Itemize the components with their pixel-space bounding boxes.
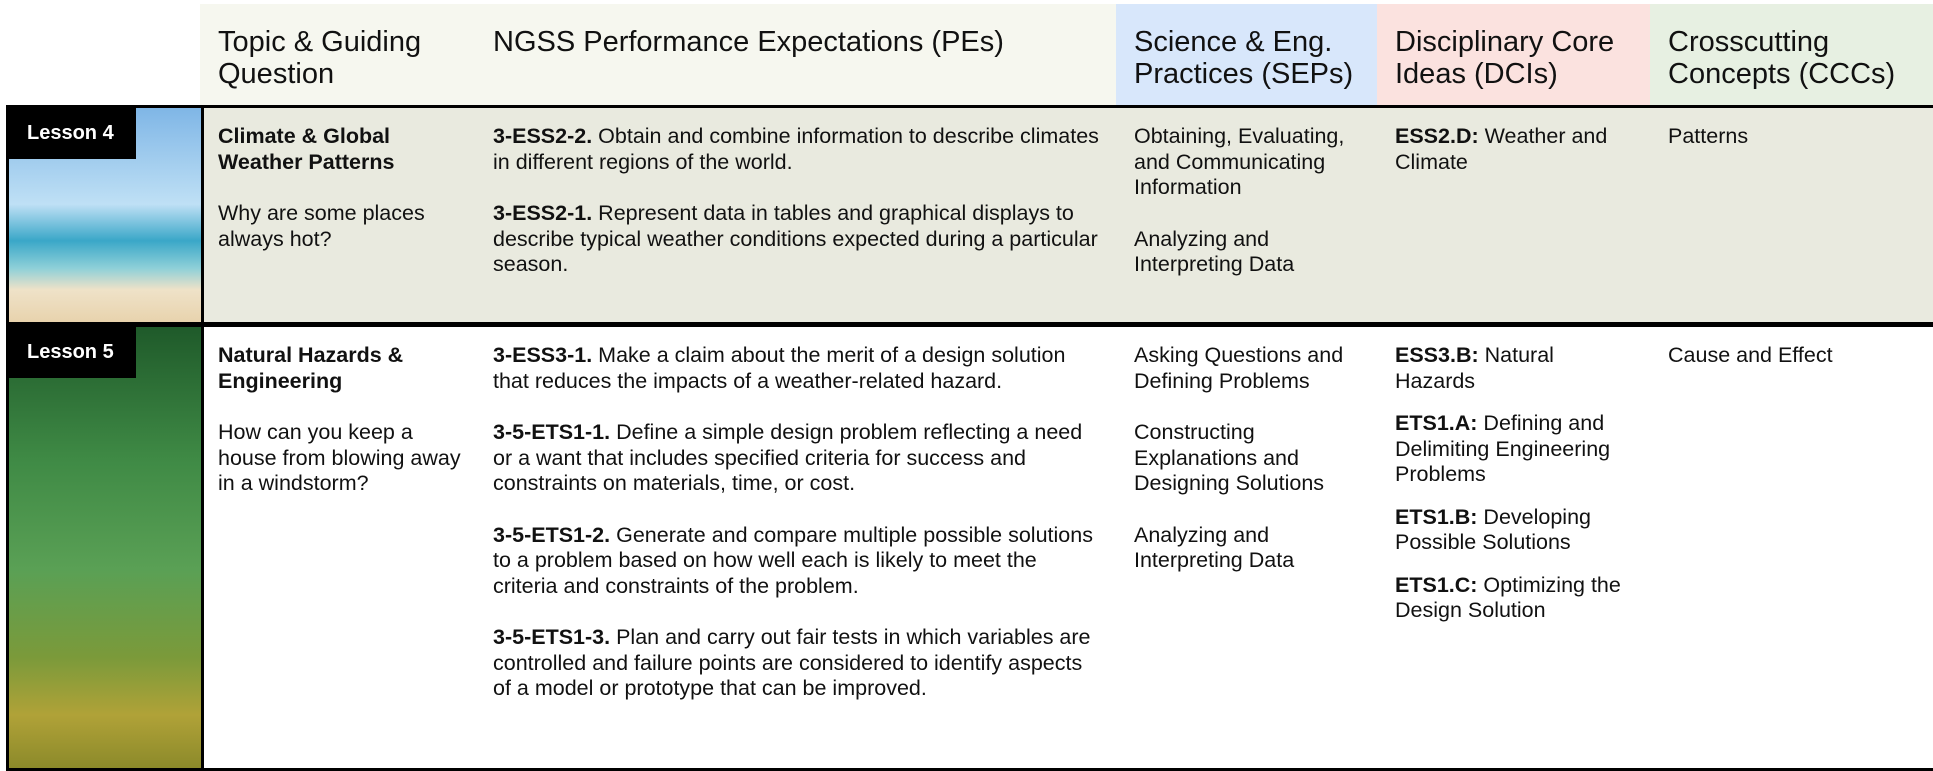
cell: ESS2.D: Weather and Climate (1377, 108, 1650, 322)
header-cell: NGSS Performance Expectations (PEs) (475, 4, 1116, 105)
text: Defining and Delimiting Engineering Prob… (1395, 411, 1611, 486)
cell: 3-ESS2-2. Obtain and combine information… (475, 108, 1116, 322)
code: 3-ESS2-1. (493, 201, 593, 225)
topic-title: Climate & Global Weather Patterns (218, 124, 395, 174)
lesson-image: Lesson 4 (9, 108, 204, 322)
crosscutting-concept: Patterns (1668, 124, 1749, 148)
practice: Analyzing and Interpreting Data (1134, 226, 1295, 277)
text: Obtain and combine information to descri… (493, 124, 1099, 174)
cell: ESS3.B: Natural Hazards ETS1.A: Defining … (1377, 327, 1650, 768)
code: 3-ESS3-1. (493, 343, 593, 367)
text: Weather and Climate (1395, 124, 1608, 174)
core-idea: ETS1.A: Defining and Delimiting Engineer… (1395, 411, 1636, 488)
lesson-image: Lesson 5 (9, 327, 204, 768)
performance-expectation: 3-5-ETS1-1. Define a simple design probl… (493, 420, 1102, 497)
core-idea: ETS1.C: Optimizing the Design Solution (1395, 573, 1636, 624)
practice: Obtaining, Evaluating, and Communicating… (1134, 124, 1345, 199)
cell: 3-ESS3-1. Make a claim about the merit o… (475, 327, 1116, 768)
code: ESS3.B: (1395, 343, 1479, 367)
code: 3-5-ETS1-1. (493, 420, 611, 444)
performance-expectation: 3-ESS2-1. Represent data in tables and g… (493, 201, 1102, 278)
code: ESS2.D: (1395, 124, 1479, 148)
crosscutting-concept: Cause and Effect (1668, 343, 1833, 367)
text: Plan and carry out fair tests in which v… (493, 625, 1091, 700)
topic-title: Natural Hazards & Engineering (218, 343, 404, 393)
header-cell: Disciplinary Core Ideas (DCIs) (1377, 4, 1650, 105)
lesson-row: Lesson 4 Climate & Global Weather Pattern… (6, 105, 1933, 325)
guiding-question: Why are some places always hot? (218, 201, 425, 251)
core-idea: ESS2.D: Weather and Climate (1395, 124, 1636, 175)
cell: Climate & Global Weather Patterns Why are… (200, 108, 475, 322)
guiding-question: How can you keep a house from blowing aw… (218, 420, 461, 495)
practice: Asking Questions and Defining Problems (1134, 343, 1344, 393)
text: Natural Hazards (1395, 343, 1554, 393)
text: Define a simple design problem reflectin… (493, 420, 1083, 495)
practice: Constructing Explanations and Designing … (1134, 420, 1325, 495)
cell: Patterns (1650, 108, 1933, 322)
text: Represent data in tables and graphical d… (493, 201, 1098, 276)
text: Generate and compare multiple possible s… (493, 522, 1093, 598)
performance-expectation: 3-ESS3-1. Make a claim about the merit o… (493, 343, 1102, 394)
text: Make a claim about the merit of a design… (493, 343, 1066, 393)
cell: Natural Hazards & Engineering How can you… (200, 327, 475, 768)
practice: Analyzing and Interpreting Data (1134, 522, 1295, 573)
code: 3-5-ETS1-2. (493, 522, 611, 547)
performance-expectation: 3-5-ETS1-2. Generate and compare multipl… (493, 523, 1102, 600)
header-cell: Topic & Guiding Question (200, 4, 475, 105)
lesson-row: Lesson 5 Natural Hazards & Engineering How… (6, 324, 1933, 771)
cell: Asking Questions and Defining Problems Co… (1116, 327, 1377, 768)
code: ETS1.A: (1395, 411, 1478, 435)
code: ETS1.C: (1395, 572, 1478, 597)
performance-expectation: 3-5-ETS1-3. Plan and carry out fair test… (493, 625, 1102, 702)
lesson-label: Lesson 5 (9, 327, 136, 378)
header-cell: Crosscutting Concepts (CCCs) (1650, 4, 1933, 105)
text: Optimizing the Design Solution (1395, 572, 1621, 623)
core-idea: ESS3.B: Natural Hazards (1395, 343, 1636, 394)
text: Developing Possible Solutions (1395, 504, 1591, 555)
header-cell: Science & Eng. Practices (SEPs) (1116, 4, 1377, 105)
core-idea: ETS1.B: Developing Possible Solutions (1395, 505, 1636, 556)
code: 3-ESS2-2. (493, 124, 593, 148)
lesson-label: Lesson 4 (9, 108, 136, 159)
code: 3-5-ETS1-3. (493, 625, 611, 649)
cell: Cause and Effect (1650, 327, 1933, 768)
code: ETS1.B: (1395, 504, 1478, 529)
performance-expectation: 3-ESS2-2. Obtain and combine information… (493, 124, 1102, 175)
cell: Obtaining, Evaluating, and Communicating… (1116, 108, 1377, 322)
